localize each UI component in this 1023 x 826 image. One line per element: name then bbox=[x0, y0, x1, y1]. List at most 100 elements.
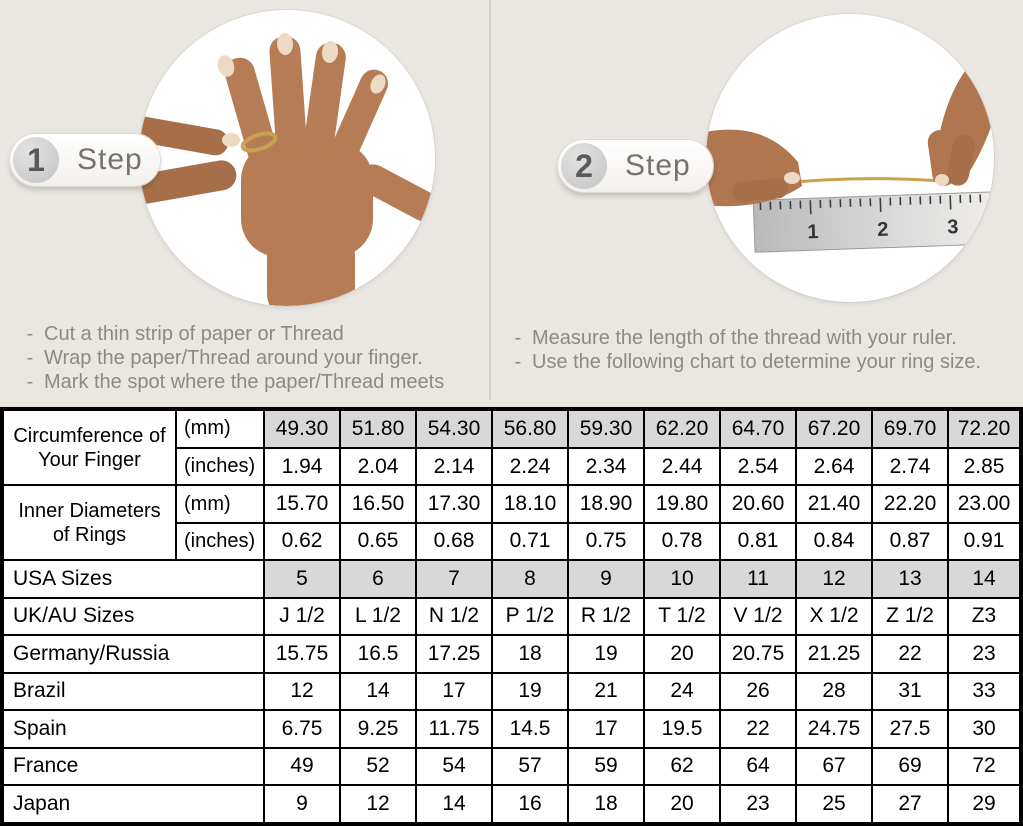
step2-instructions: - Measure the length of the thread with … bbox=[504, 326, 981, 374]
instruction-text: Cut a thin strip of paper or Thread bbox=[44, 323, 344, 345]
instruction-line: - Measure the length of the thread with … bbox=[504, 326, 981, 350]
bullet-dash: - bbox=[26, 323, 34, 345]
table-value-cell: 19.5 bbox=[643, 709, 721, 749]
table-value-cell: 0.87 bbox=[871, 521, 949, 562]
table-value-cell: 49 bbox=[263, 746, 341, 787]
table-value-cell: 18 bbox=[567, 784, 645, 825]
ruler-number-1: 1 bbox=[807, 221, 819, 243]
table-value-cell: 21.25 bbox=[795, 634, 873, 674]
table-row: (inches) 0.62 0.65 0.68 0.71 0.75 0.78 0.81 0.84… bbox=[2, 521, 1022, 562]
table-row: Brazil 12 14 17 19 21 24 26 28 31 33 bbox=[1, 671, 1022, 712]
table-value-cell: 69.70 bbox=[871, 408, 949, 449]
instruction-line: - Wrap the paper/Thread around your fing… bbox=[16, 346, 444, 370]
table-value-cell: 17 bbox=[415, 671, 493, 712]
table-row: Spain 6.75 9.25 11.75 14.5 17 19.5 22 24.75 27.5 3… bbox=[1, 709, 1022, 749]
hand-with-ring-illustration bbox=[139, 10, 435, 306]
table-value-cell: 12 bbox=[339, 784, 417, 825]
table-value-cell: 2.85 bbox=[947, 446, 1022, 487]
instruction-text: Use the following chart to determine you… bbox=[532, 351, 982, 373]
table-value-cell: 23 bbox=[719, 784, 797, 825]
table-value-cell: 30 bbox=[947, 709, 1022, 749]
table-row-label: Spain bbox=[1, 709, 265, 749]
table-value-cell: 19 bbox=[567, 634, 645, 674]
bullet-dash: - bbox=[26, 371, 34, 393]
table-value-cell: 20.75 bbox=[719, 634, 797, 674]
instruction-line: - Cut a thin strip of paper or Thread bbox=[16, 322, 444, 346]
table-value-cell: 54 bbox=[415, 746, 493, 787]
table-value-cell: 6.75 bbox=[263, 709, 341, 749]
table-row: Japan 9 12 14 16 18 20 23 25 27 29 bbox=[1, 784, 1022, 825]
table-value-cell: 0.78 bbox=[643, 521, 721, 562]
table-row: (inches) 1.94 2.04 2.14 2.24 2.34 2.44 2.54 2.64… bbox=[2, 446, 1022, 487]
table-group-label: Circumference of Your Finger bbox=[1, 407, 177, 487]
table-row-label: USA Sizes bbox=[1, 559, 265, 599]
table-value-cell: 10 bbox=[643, 559, 721, 599]
table-unit-label: (inches) bbox=[175, 521, 265, 562]
table-unit-label: (mm) bbox=[175, 408, 265, 449]
table-value-cell: 16 bbox=[491, 784, 569, 825]
table-value-cell: 23 bbox=[947, 634, 1022, 674]
table-value-cell: 72.20 bbox=[947, 408, 1022, 449]
step2-badge: 2 Step bbox=[558, 140, 713, 192]
table-value-cell: 14 bbox=[947, 559, 1022, 599]
instruction-line: - Mark the spot where the paper/Thread m… bbox=[16, 370, 445, 394]
table-value-cell: 7 bbox=[415, 559, 493, 599]
table-value-cell: 8 bbox=[491, 559, 569, 599]
table-value-cell: 2.14 bbox=[415, 446, 493, 487]
table-value-cell: 0.68 bbox=[415, 521, 493, 562]
table-value-cell: 21.40 bbox=[795, 484, 873, 524]
step1-number: 1 bbox=[13, 137, 59, 183]
table-value-cell: P 1/2 bbox=[491, 596, 569, 637]
table-value-cell: 54.30 bbox=[415, 408, 493, 449]
table-value-cell: 11.75 bbox=[415, 709, 493, 749]
table-value-cell: 22.20 bbox=[871, 484, 949, 524]
bullet-dash: - bbox=[26, 347, 34, 369]
table-value-cell: 20 bbox=[643, 784, 721, 825]
table-value-cell: 16.5 bbox=[339, 634, 417, 674]
table-value-cell: 62.20 bbox=[643, 408, 721, 449]
panel-divider bbox=[489, 0, 491, 400]
table-value-cell: 18.10 bbox=[491, 484, 569, 524]
table-value-cell: 67.20 bbox=[795, 408, 873, 449]
table-value-cell: 19.80 bbox=[643, 484, 721, 524]
step1-instructions: - Cut a thin strip of paper or Thread - … bbox=[16, 322, 445, 394]
step2-label: Step bbox=[625, 149, 691, 182]
table-row: Germany/Russia 15.75 16.5 17.25 18 19 20 20.75 2… bbox=[1, 634, 1022, 674]
table-value-cell: 27.5 bbox=[871, 709, 949, 749]
table-row-label: Japan bbox=[1, 784, 265, 825]
table-value-cell: 28 bbox=[795, 671, 873, 712]
table-value-cell: 20 bbox=[643, 634, 721, 674]
table-row-label: Germany/Russia bbox=[1, 634, 265, 674]
table-row-label: France bbox=[1, 746, 265, 787]
table-value-cell: 0.81 bbox=[719, 521, 797, 562]
table-value-cell: 18.90 bbox=[567, 484, 645, 524]
table-row-label: Brazil bbox=[1, 671, 265, 712]
table-value-cell: 15.75 bbox=[263, 634, 341, 674]
table-value-cell: 2.24 bbox=[491, 446, 569, 487]
table-row: France 49 52 54 57 59 62 64 67 69 72 bbox=[1, 746, 1022, 787]
table-value-cell: 64.70 bbox=[719, 408, 797, 449]
table-value-cell: 29 bbox=[947, 784, 1022, 825]
table-value-cell: Z 1/2 bbox=[871, 596, 949, 637]
table-value-cell: 20.60 bbox=[719, 484, 797, 524]
table-value-cell: 59.30 bbox=[567, 408, 645, 449]
table-value-cell: X 1/2 bbox=[795, 596, 873, 637]
table-value-cell: 2.44 bbox=[643, 446, 721, 487]
table-value-cell: 12 bbox=[263, 671, 341, 712]
table-value-cell: V 1/2 bbox=[719, 596, 797, 637]
instruction-line: - Use the following chart to determine y… bbox=[504, 350, 981, 374]
table-value-cell: 0.71 bbox=[491, 521, 569, 562]
table-value-cell: 22 bbox=[871, 634, 949, 674]
table-value-cell: 27 bbox=[871, 784, 949, 825]
table-value-cell: 0.84 bbox=[795, 521, 873, 562]
table-value-cell: 2.34 bbox=[567, 446, 645, 487]
table-value-cell: 33 bbox=[947, 671, 1022, 712]
table-value-cell: 59 bbox=[567, 746, 645, 787]
table-value-cell: 18 bbox=[491, 634, 569, 674]
table-value-cell: 72 bbox=[947, 746, 1022, 787]
table-value-cell: J 1/2 bbox=[263, 596, 341, 637]
step1-label: Step bbox=[77, 143, 143, 176]
table-value-cell: 0.65 bbox=[339, 521, 417, 562]
table-value-cell: T 1/2 bbox=[643, 596, 721, 637]
